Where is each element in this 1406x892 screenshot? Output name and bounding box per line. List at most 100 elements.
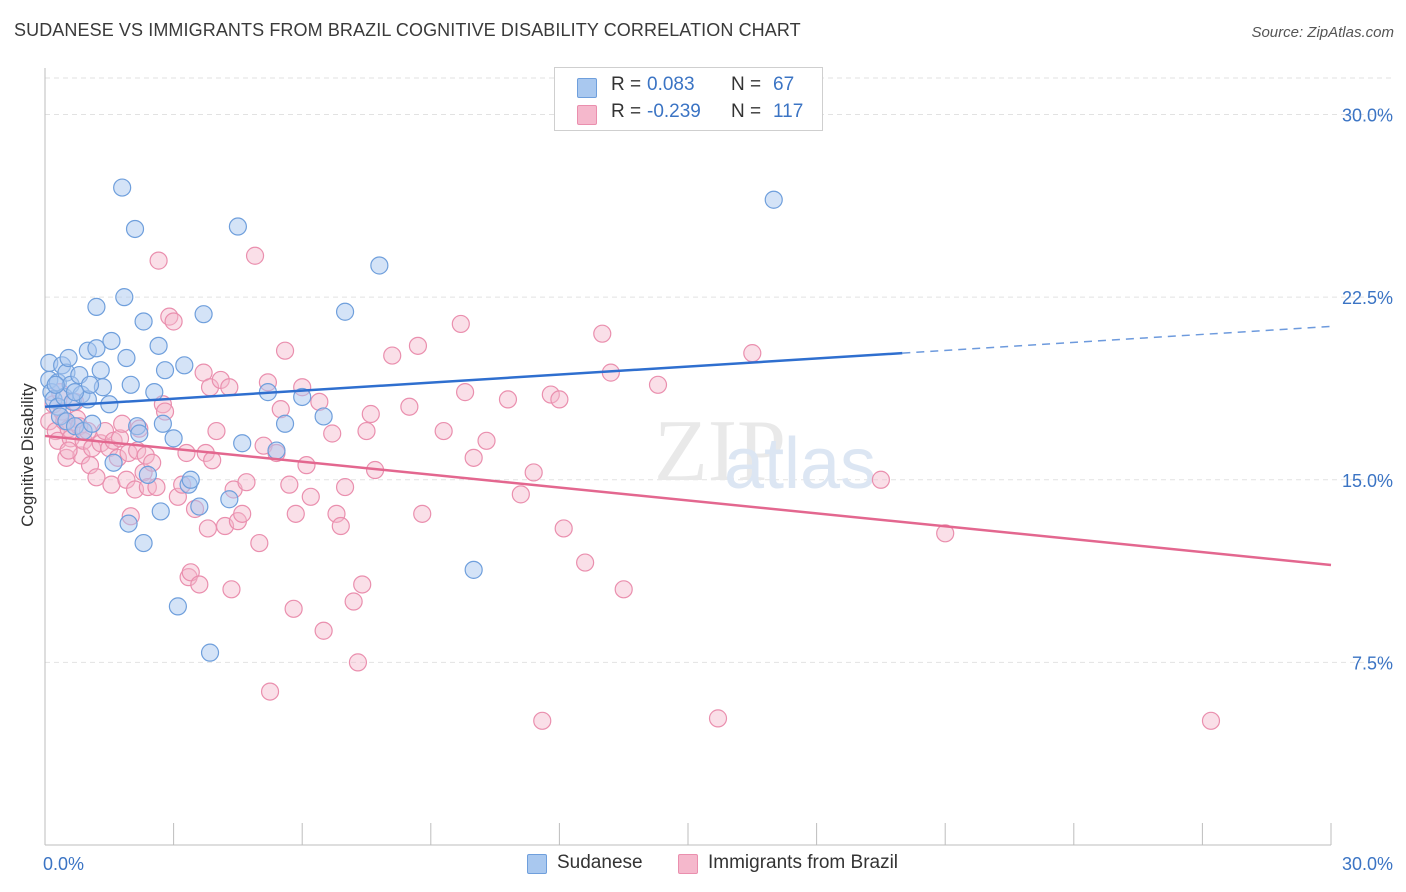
- sudanese-point: [119, 514, 138, 533]
- brazil-point: [648, 375, 668, 394]
- brazil-point: [477, 431, 496, 450]
- brazil-point: [554, 519, 573, 538]
- watermark-atlas: atlas: [724, 424, 876, 504]
- brazil-point: [301, 487, 320, 506]
- sudanese-point: [87, 297, 106, 316]
- sudanese-point: [181, 470, 200, 489]
- brazil-point: [237, 473, 256, 492]
- brazil-point: [576, 553, 595, 572]
- brazil-point: [533, 711, 552, 730]
- brazil-point: [1201, 711, 1221, 730]
- sudanese-point: [59, 348, 78, 368]
- sudanese-point: [145, 383, 164, 402]
- brazil-point: [57, 448, 76, 467]
- r-label: R =: [611, 101, 642, 122]
- y-tick-label: 15.0%: [1342, 471, 1393, 491]
- sudanese-point: [130, 424, 149, 443]
- sudanese-trend-line: [44, 351, 903, 408]
- sudanese-point: [151, 502, 170, 521]
- sudanese-point: [87, 339, 106, 358]
- r-value: 0.083: [647, 74, 695, 95]
- brazil-point: [550, 390, 569, 409]
- brazil-point: [400, 397, 419, 416]
- brazil-point: [936, 524, 955, 543]
- brazil-point: [455, 383, 475, 402]
- sudanese-point: [113, 178, 132, 197]
- correlation-legend: R = 0.083 N = 67 R = -0.239 N = 117: [554, 67, 823, 131]
- sudanese-point: [155, 361, 175, 380]
- sudanese-point: [200, 643, 220, 662]
- brazil-point: [361, 404, 380, 424]
- n-label: N =: [731, 74, 762, 95]
- brazil-point: [222, 580, 241, 599]
- brazil-point: [464, 448, 483, 467]
- sudanese-point: [314, 407, 333, 426]
- sudanese-point: [275, 414, 295, 433]
- brazil-point: [102, 475, 121, 494]
- brazil-point: [87, 468, 106, 487]
- brazil-point: [59, 441, 78, 460]
- brazil-point: [280, 475, 299, 494]
- n-value: 67: [773, 74, 795, 95]
- sudanese-point: [117, 348, 136, 368]
- brazil-point: [260, 682, 280, 701]
- n-label: N =: [731, 101, 762, 122]
- brazil-point: [511, 485, 530, 504]
- brazil-swatch: [577, 105, 597, 125]
- brazil-point: [286, 504, 305, 523]
- brazil-point: [198, 519, 217, 538]
- sudanese-point: [464, 560, 483, 579]
- brazil-point: [177, 443, 196, 463]
- sudanese-trend-extension: [902, 325, 1332, 354]
- y-tick-label: 22.5%: [1342, 288, 1393, 308]
- chart-title: SUDANESE VS IMMIGRANTS FROM BRAZIL COGNI…: [14, 20, 801, 40]
- brazil-point: [524, 463, 543, 482]
- sudanese-point: [80, 375, 100, 394]
- sudanese-point: [293, 387, 312, 407]
- sudanese-point: [121, 375, 140, 394]
- brazil-legend-swatch: [678, 854, 698, 874]
- sudanese-point: [125, 219, 145, 239]
- brazil-point: [408, 336, 428, 355]
- brazil-point: [357, 421, 376, 441]
- sudanese-point: [335, 302, 355, 321]
- tick-labels: 7.5% 15.0% 22.5% 30.0% 0.0% 30.0%: [43, 106, 1393, 874]
- source-credit: Source: ZipAtlas.com: [1251, 24, 1394, 41]
- brazil-point: [250, 533, 269, 553]
- sudanese-point: [91, 361, 110, 380]
- brazil-point: [498, 390, 518, 409]
- sudanese-point: [138, 465, 157, 484]
- brazil-point: [353, 575, 372, 594]
- sudanese-legend-label: Sudanese: [557, 852, 643, 873]
- brazil-point: [348, 653, 368, 672]
- brazil-point: [314, 621, 333, 640]
- sudanese-point: [149, 336, 168, 355]
- legend-row-brazil: R = -0.239 N = 117: [555, 101, 822, 127]
- sudanese-points: [40, 178, 783, 662]
- sudanese-point: [267, 441, 286, 460]
- brazil-point: [335, 477, 355, 497]
- n-value: 117: [773, 101, 804, 122]
- sudanese-point: [46, 375, 65, 394]
- sudanese-point: [115, 288, 134, 307]
- brazil-point: [164, 312, 183, 331]
- y-tick-label: 7.5%: [1352, 653, 1393, 673]
- sudanese-point: [164, 429, 183, 448]
- sudanese-point: [168, 597, 187, 616]
- brazil-point: [871, 470, 891, 489]
- brazil-point: [113, 414, 132, 433]
- trend-lines: [44, 325, 1332, 567]
- sudanese-point: [764, 190, 783, 209]
- brazil-point: [383, 346, 402, 365]
- brazil-point: [233, 504, 252, 523]
- sudanese-legend-swatch: [527, 854, 547, 874]
- sudanese-point: [134, 533, 153, 553]
- sudanese-point: [233, 434, 252, 453]
- brazil-point: [220, 378, 239, 397]
- brazil-legend-label: Immigrants from Brazil: [708, 852, 899, 873]
- brazil-point: [708, 709, 728, 728]
- sudanese-point: [134, 312, 153, 331]
- brazil-point: [743, 344, 762, 363]
- brazil-point: [284, 599, 303, 618]
